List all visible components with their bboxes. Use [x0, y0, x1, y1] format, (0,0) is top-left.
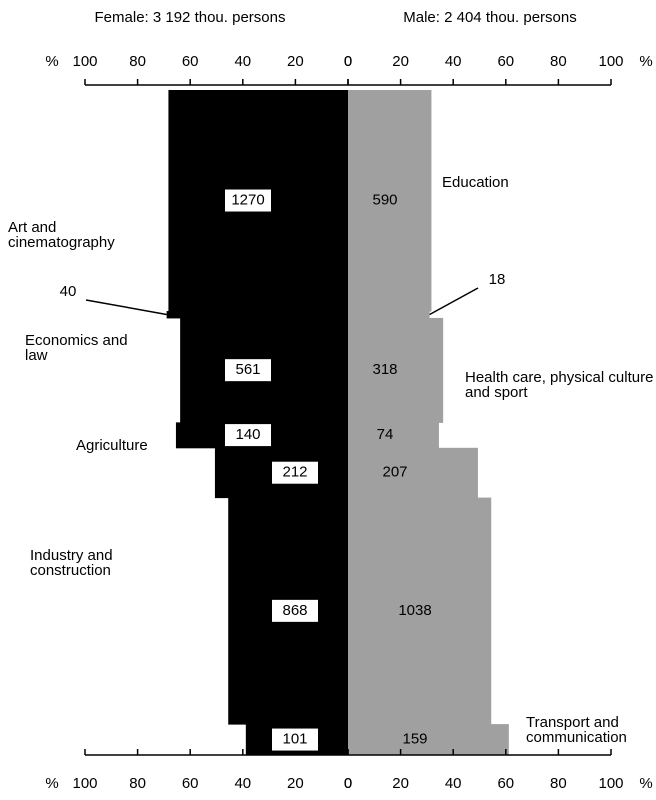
tick-label: 80: [129, 53, 146, 70]
value-box: [272, 728, 318, 751]
female-value: 561: [235, 361, 260, 378]
tick-label: 100: [72, 775, 97, 792]
category-label: Education: [442, 174, 509, 191]
tick-label: 0: [344, 775, 352, 792]
axis-unit: %: [45, 775, 58, 792]
male-bar: [348, 724, 509, 756]
male-value: 318: [372, 361, 397, 378]
tick-label: 20: [287, 53, 304, 70]
tick-label: 0: [344, 775, 352, 792]
tick-label: 40: [234, 53, 251, 70]
tick-label: 60: [497, 53, 514, 70]
tick-label: 40: [234, 775, 251, 792]
male-bar: [348, 317, 444, 423]
male-value: 18: [489, 271, 506, 288]
leader: [85, 299, 167, 316]
female-value: 868: [282, 602, 307, 619]
axis-unit: %: [639, 53, 652, 70]
value-box: [225, 424, 271, 447]
value-box: [225, 359, 271, 382]
male-value: 1038: [398, 602, 431, 619]
tick-label: 20: [287, 775, 304, 792]
female-bar: [166, 311, 348, 319]
value-box: [272, 599, 318, 622]
male-bar: [348, 497, 492, 725]
tick-label: 100: [598, 775, 623, 792]
tick-label: 0: [344, 53, 352, 70]
tick-label: 40: [445, 53, 462, 70]
category-label: Transport and communication: [526, 714, 627, 746]
female-value: 140: [235, 426, 260, 443]
tick-label: 100: [72, 53, 97, 70]
tick-label: 100: [598, 53, 623, 70]
female-value: 212: [282, 464, 307, 481]
tick-label: 60: [182, 53, 199, 70]
tick-label: 80: [550, 53, 567, 70]
male-value: 207: [382, 464, 407, 481]
female-value: 101: [282, 731, 307, 748]
tick-label: 80: [129, 775, 146, 792]
male-value: 159: [402, 731, 427, 748]
tick-label: 0: [344, 53, 352, 70]
value-box: [272, 461, 318, 484]
tick-label: 60: [497, 775, 514, 792]
female-value: 40: [60, 283, 77, 300]
category-label: Health care, physical culture and sport: [465, 369, 654, 401]
leader: [429, 287, 479, 316]
male-value: 74: [377, 426, 394, 443]
tick-label: 20: [392, 775, 409, 792]
male-bar: [348, 311, 430, 319]
category-label: Industry and construction: [30, 547, 113, 579]
tick-label: 40: [445, 775, 462, 792]
axis-unit: %: [45, 53, 58, 70]
female-value: 1270: [231, 191, 264, 208]
category-label: Economics and law: [25, 332, 128, 364]
value-box: [225, 189, 271, 212]
category-label: Art and cinematography: [8, 219, 115, 251]
male-bar: [348, 447, 478, 499]
tick-label: 20: [392, 53, 409, 70]
axis-unit: %: [639, 775, 652, 792]
tick-label: 80: [550, 775, 567, 792]
tick-label: 60: [182, 775, 199, 792]
male-bar: [348, 90, 432, 312]
male-header: Male: 2 404 thou. persons: [403, 9, 576, 26]
male-value: 590: [372, 191, 397, 208]
female-header: Female: 3 192 thou. persons: [95, 9, 286, 26]
male-bar: [348, 422, 439, 449]
category-label: Agriculture: [76, 437, 148, 454]
